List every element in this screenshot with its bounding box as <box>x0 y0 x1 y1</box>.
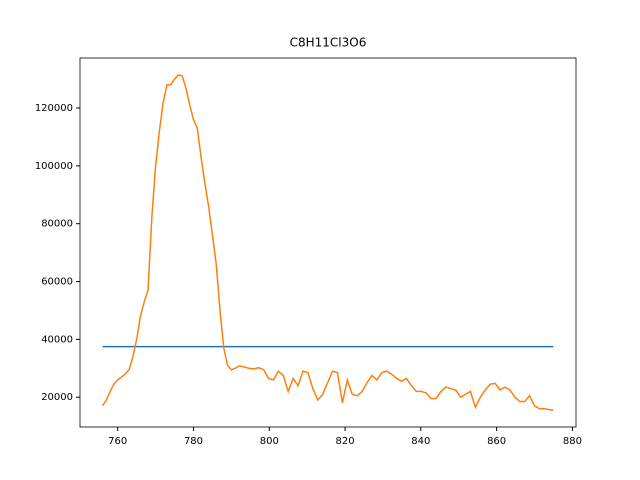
y-tick-label: 60000 <box>41 277 73 288</box>
x-tick-label: 760 <box>108 436 127 447</box>
x-tick-label: 860 <box>487 436 506 447</box>
chart-title: C8H11Cl3O6 <box>290 36 367 50</box>
x-tick-label: 800 <box>260 436 279 447</box>
y-tick-label: 120000 <box>35 103 73 114</box>
y-tick-label: 100000 <box>35 161 73 172</box>
x-tick-label: 840 <box>411 436 430 447</box>
data-line <box>101 74 554 411</box>
x-tick-label: 880 <box>563 436 582 447</box>
x-tick-label: 820 <box>336 436 355 447</box>
y-tick-label: 80000 <box>41 219 73 230</box>
y-tick-label: 40000 <box>41 334 73 345</box>
plot-frame <box>79 57 577 428</box>
y-tick-label: 20000 <box>41 392 73 403</box>
x-tick-label: 780 <box>184 436 203 447</box>
